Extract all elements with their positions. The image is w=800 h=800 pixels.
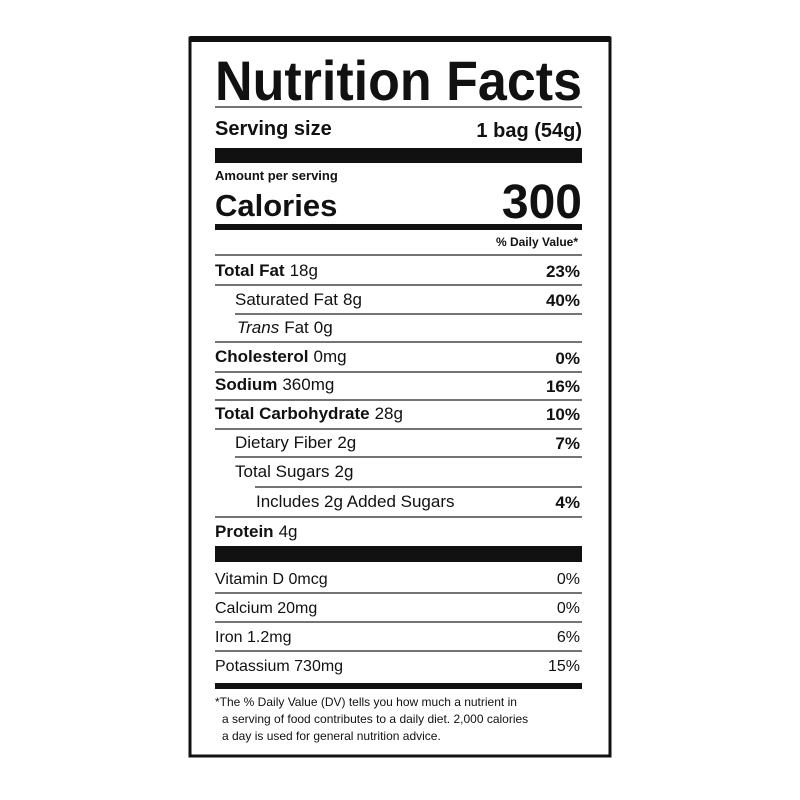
nutrient-name: Sodium	[215, 375, 277, 394]
top-edge	[190, 36, 610, 42]
nutrient-dv: 0%	[555, 349, 580, 368]
nutrient-name: Total Carbohydrate	[215, 404, 370, 423]
serving-value: 1 bag (54g)	[476, 120, 582, 142]
nutrient-row: Total Sugars 2g	[235, 462, 353, 481]
footnote-line: a serving of food contributes to a daily…	[222, 712, 528, 726]
nutrient-amount: 28g	[375, 404, 403, 423]
nutrient-row: Total Fat 18g	[215, 261, 318, 280]
nutrient-amount: 0mg	[314, 347, 347, 366]
vitamin-name: Iron 1.2mg	[215, 629, 291, 646]
nutrient-dv: 16%	[546, 377, 580, 396]
medium-bar	[215, 224, 582, 230]
nutrient-row: Trans Fat 0g	[237, 318, 333, 337]
nutrient-dv: 4%	[555, 493, 580, 512]
nutrient-amount: 8g	[343, 290, 362, 309]
nutrient-name: Saturated Fat	[235, 290, 338, 309]
nutrient-row: Dietary Fiber 2g	[235, 433, 356, 452]
nutrient-dv: 10%	[546, 405, 580, 424]
medium-bar	[215, 683, 582, 689]
amount-per-serving: Amount per serving	[215, 168, 338, 183]
title: Nutrition Facts	[215, 49, 582, 112]
nutrient-row: Saturated Fat 8g	[235, 290, 362, 309]
nutrient-name: Protein	[215, 522, 274, 541]
vitamin-dv: 0%	[557, 571, 580, 588]
nutrient-name: Includes 2g Added Sugars	[256, 492, 454, 511]
nutrient-dv: 23%	[546, 262, 580, 281]
nutrient-name: Total Fat	[215, 261, 285, 280]
vitamin-name: Calcium 20mg	[215, 600, 317, 617]
nutrient-amount: 0g	[314, 318, 333, 337]
nutrient-row: Total Carbohydrate 28g	[215, 404, 403, 423]
nutrient-row: Cholesterol 0mg	[215, 347, 347, 366]
footnote-line: a day is used for general nutrition advi…	[222, 729, 441, 743]
nutrient-row: Protein 4g	[215, 522, 297, 541]
calories-label: Calories	[215, 188, 337, 223]
nutrient-prefix: Trans	[237, 318, 280, 337]
nutrient-name: Cholesterol	[215, 347, 309, 366]
nutrient-amount: 18g	[290, 261, 318, 280]
vitamin-name: Vitamin D 0mcg	[215, 571, 328, 588]
nutrient-row: Sodium 360mg	[215, 375, 334, 394]
nutrient-name: Fat	[284, 318, 309, 337]
vitamin-dv: 6%	[557, 629, 580, 646]
nutrient-dv: 7%	[555, 434, 580, 453]
calories-value: 300	[502, 176, 582, 229]
footnote-line: *The % Daily Value (DV) tells you how mu…	[215, 695, 517, 709]
vitamin-dv: 0%	[557, 600, 580, 617]
nutrient-dv: 40%	[546, 291, 580, 310]
thick-bar	[215, 148, 582, 163]
vitamin-dv: 15%	[548, 658, 580, 675]
daily-value-header: % Daily Value*	[496, 235, 578, 249]
nutrient-name: Dietary Fiber	[235, 433, 333, 452]
nutrient-amount: 360mg	[282, 375, 334, 394]
serving-label: Serving size	[215, 118, 332, 140]
nutrient-amount: 4g	[279, 522, 298, 541]
label-panel	[188, 36, 612, 758]
thick-bar	[215, 546, 582, 562]
nutrient-amount: 2g	[335, 462, 354, 481]
nutrient-amount: 2g	[337, 433, 356, 452]
vitamin-name: Potassium 730mg	[215, 658, 343, 675]
nutrient-name: Total Sugars	[235, 462, 330, 481]
